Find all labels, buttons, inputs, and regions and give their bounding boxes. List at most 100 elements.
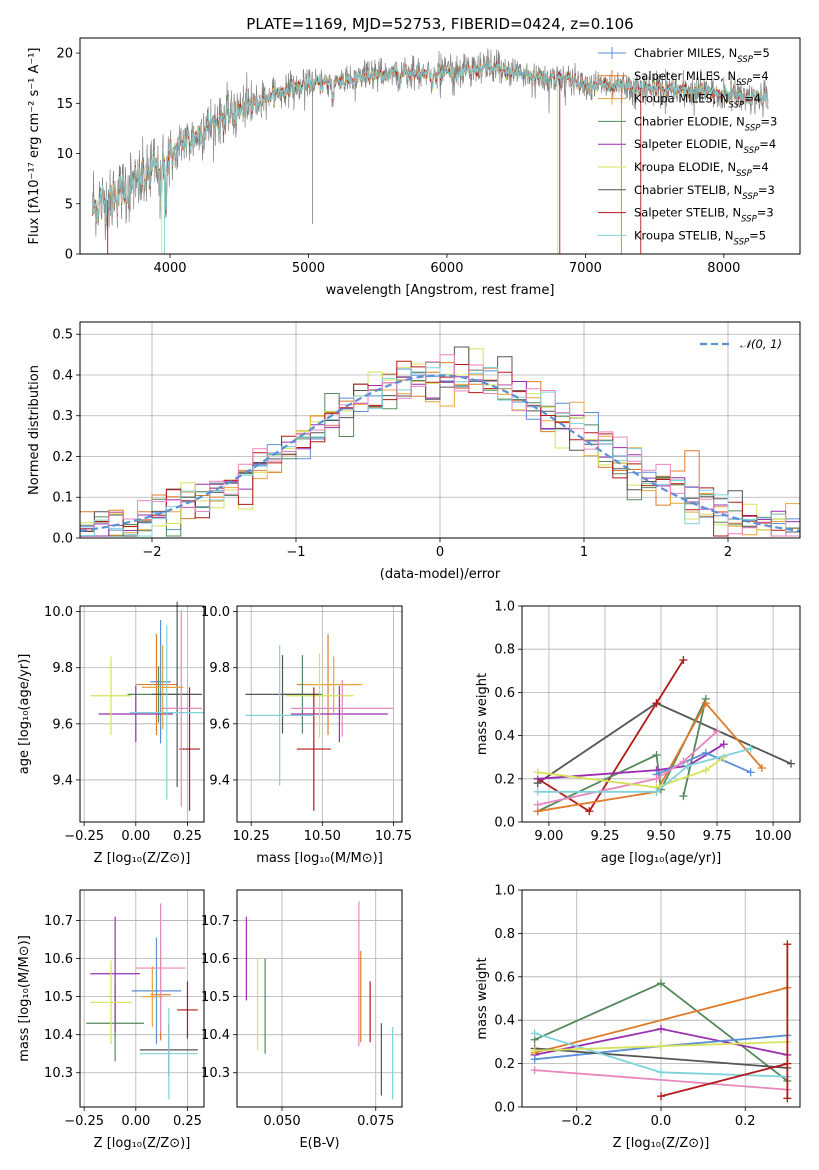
y-tick-label: 1.0: [494, 600, 515, 615]
y-tick-label: 0.0: [52, 532, 73, 547]
z_mass-axes: −0.25 0.00 0.25 10.3 10.4 10.5 10.6 10.7 Z [log₁…: [17, 889, 205, 1151]
x-tick-label: −0.25: [64, 829, 104, 844]
ebv_mass-plot-area: [245, 901, 394, 1100]
spectrum-axes: 4000 5000 6000 7000 8000 0 5 10 15 20 wavelength […: [27, 37, 801, 298]
axes-frame: [79, 321, 801, 539]
x-tick-label: −1: [286, 545, 305, 560]
x-axis-label: E(B-V): [299, 1136, 339, 1151]
legend-tail: =3: [757, 206, 774, 220]
y-tick-label: 0.2: [494, 772, 515, 787]
x-tick-label: 4000: [153, 261, 186, 276]
y-tick-label: 0.8: [494, 927, 515, 942]
legend-sub: SSP: [729, 101, 745, 111]
weight-line-salpeter_miles: [534, 986, 788, 1054]
x-axis-label: Z [log₁₀(Z/Z⊙)]: [94, 1136, 191, 1151]
legend-label: Chabrier STELIB, N: [634, 183, 742, 197]
age_weight-plot-area: [533, 656, 796, 816]
y-tick-label: 10.6: [44, 952, 73, 967]
legend-label: Chabrier MILES, N: [634, 46, 737, 60]
legend-entry: Chabrier ELODIE, NSSP=3: [634, 114, 777, 133]
x-tick-label: 7000: [569, 261, 602, 276]
x-tick-label: 2: [724, 545, 732, 560]
x-tick-label: 10.00: [754, 829, 791, 844]
legend-entry: Kroupa ELODIE, NSSP=4: [634, 160, 769, 179]
legend-entry: Salpeter MILES, NSSP=4: [634, 69, 769, 88]
legend-sub: SSP: [744, 146, 760, 156]
legend-entry: Salpeter STELIB, NSSP=3: [634, 206, 774, 225]
z_age-axes: −0.25 0.00 0.25 9.4 9.6 9.8 10.0 Z [log₁₀(Z/Z⊙)…: [17, 601, 205, 866]
histogram-kroupa_stelib: [80, 367, 800, 537]
y-tick-label: 0.3: [52, 409, 73, 424]
y-tick-label: 9.8: [52, 661, 73, 676]
x-tick-label: 9.00: [534, 829, 563, 844]
x-axis-label: (data-model)/error: [380, 567, 501, 582]
x-axis-label: Z [log₁₀(Z/Z⊙)]: [613, 1136, 710, 1151]
x-tick-label: 0.075: [357, 1114, 394, 1129]
y-tick-label: 0.2: [52, 450, 73, 465]
y-tick-label: 10.4: [44, 1028, 73, 1043]
x-tick-label: 0.2: [735, 1114, 756, 1129]
legend-entry: Chabrier MILES, NSSP=5: [634, 46, 770, 65]
axes-frame: [79, 889, 205, 1108]
y-tick-label: 0.5: [52, 328, 73, 343]
axes-frame: [79, 37, 801, 255]
y-tick-label: 10.5: [201, 990, 230, 1005]
y-tick-label: 15: [56, 97, 73, 112]
y-tick-label: 0.0: [494, 1101, 515, 1116]
legend-entry: Chabrier STELIB, NSSP=3: [634, 183, 775, 202]
weight-line-kroupa_elodie: [537, 756, 725, 789]
y-tick-label: 0: [65, 248, 73, 263]
x-axis-label: wavelength [Angstrom, rest frame]: [326, 283, 555, 298]
y-tick-label: 10.5: [44, 990, 73, 1005]
legend-tail: =5: [753, 46, 770, 60]
y-axis-label: age [log₁₀(age/yr)]: [17, 654, 32, 775]
y-tick-label: 5: [65, 197, 73, 212]
legend-tail: =5: [749, 228, 766, 242]
y-tick-label: 0.4: [494, 729, 515, 744]
legend-label: Kroupa ELODIE, N: [634, 160, 736, 174]
x-axis-label: age [log₁₀(age/yr)]: [601, 851, 722, 866]
legend-sub: SSP: [741, 215, 757, 225]
x-tick-label: 0.25: [173, 1114, 202, 1129]
z_weight-plot-area: [530, 940, 792, 1103]
legend-label: Kroupa MILES, N: [634, 92, 729, 106]
y-axis-label: mass weight: [475, 957, 490, 1039]
spectrum-plot-area: [92, 48, 769, 254]
weight-line-salpeter_stelib: [537, 659, 685, 813]
z_mass-plot-area: [86, 903, 198, 1100]
x-tick-label: 9.75: [703, 829, 732, 844]
y-tick-label: 9.4: [52, 773, 73, 788]
legend-tail: =4: [752, 160, 769, 174]
legend-entry: 𝒩(0, 1): [740, 337, 782, 351]
y-tick-label: 0.6: [494, 686, 515, 701]
axes-frame: [79, 605, 205, 823]
legend-tail: =3: [758, 183, 775, 197]
legend-entry: Salpeter ELODIE, NSSP=4: [634, 137, 776, 156]
x-tick-label: 8000: [707, 261, 740, 276]
axes-frame: [521, 605, 801, 823]
x-tick-label: 0.00: [121, 829, 150, 844]
y-tick-label: 1.0: [494, 884, 515, 899]
spectrum-model-kroupa_stelib: [92, 59, 769, 224]
legend-tail: =4: [744, 92, 761, 106]
x-tick-label: 6000: [430, 261, 463, 276]
legend-sub: SSP: [742, 192, 758, 202]
y-tick-label: 0.2: [494, 1057, 515, 1072]
y-tick-label: 0.0: [494, 816, 515, 831]
y-tick-label: 10.7: [201, 914, 230, 929]
legend-sub: SSP: [736, 169, 752, 179]
weight-line-salpeter_stelib: [660, 1062, 788, 1098]
y-tick-label: 9.6: [209, 717, 230, 732]
mass_age-axes: 10.25 10.50 10.75 9.4 9.6 9.8 10.0 mass [log₁₀(…: [201, 605, 412, 866]
legend-label: Salpeter ELODIE, N: [634, 137, 744, 151]
x-tick-label: −0.25: [64, 1114, 104, 1129]
y-tick-label: 10.0: [44, 605, 73, 620]
legend-entry: Kroupa STELIB, NSSP=5: [634, 228, 766, 247]
y-tick-label: 10: [56, 147, 73, 162]
legend-sub: SSP: [736, 78, 752, 88]
weight-line-salpeter_miles: [537, 701, 763, 813]
x-axis-label: mass [log₁₀(M/M⊙)]: [256, 851, 383, 866]
legend-label: Salpeter MILES, N: [634, 69, 736, 83]
